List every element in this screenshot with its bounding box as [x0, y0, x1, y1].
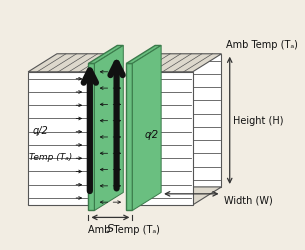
Polygon shape — [126, 46, 161, 64]
Bar — [28, 72, 88, 205]
Polygon shape — [132, 54, 221, 72]
Polygon shape — [28, 187, 117, 205]
Bar — [57, 54, 117, 187]
Text: q⁄2: q⁄2 — [145, 130, 159, 140]
Polygon shape — [88, 64, 95, 211]
Text: q/2: q/2 — [32, 126, 48, 136]
Text: Width (W): Width (W) — [224, 195, 273, 205]
Text: Amb Temp (Tₐ): Amb Temp (Tₐ) — [226, 40, 297, 50]
Polygon shape — [132, 46, 161, 211]
Polygon shape — [126, 64, 132, 211]
Polygon shape — [28, 54, 117, 72]
Bar — [132, 72, 193, 205]
Text: Height (H): Height (H) — [233, 116, 284, 126]
Polygon shape — [88, 46, 123, 64]
Text: S: S — [107, 223, 114, 233]
Polygon shape — [132, 187, 221, 205]
Text: Temp (Tₐ): Temp (Tₐ) — [30, 152, 73, 161]
Bar — [161, 54, 221, 187]
Text: Amb Temp (Tₐ): Amb Temp (Tₐ) — [88, 224, 160, 234]
Polygon shape — [95, 46, 123, 211]
